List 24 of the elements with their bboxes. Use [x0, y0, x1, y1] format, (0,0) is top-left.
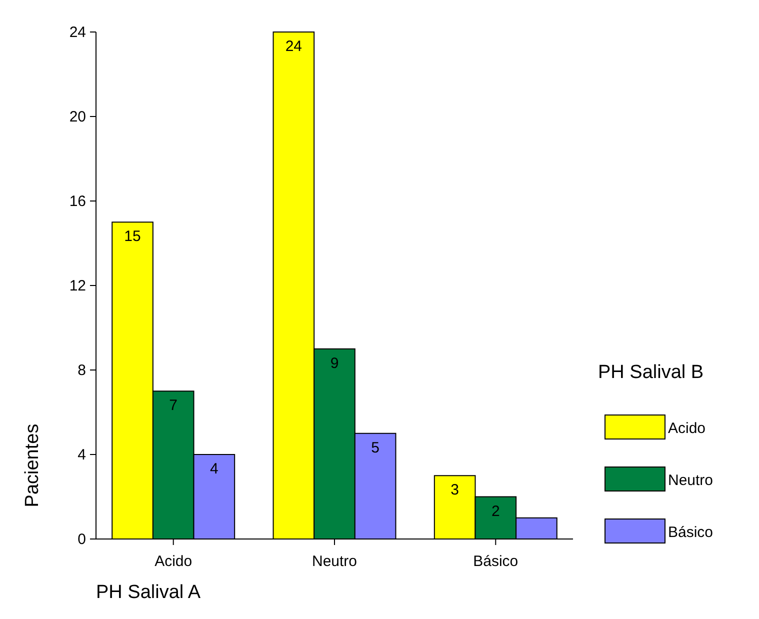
y-tick-label: 20 [69, 108, 86, 126]
y-tick-label: 24 [69, 24, 86, 41]
data-label: 4 [210, 460, 218, 478]
y-axis-title: Pacientes [22, 424, 43, 508]
y-tick-label: 0 [78, 531, 86, 548]
x-tick-label: Acido [154, 553, 192, 570]
legend-label: Básico [668, 524, 714, 541]
data-label: 3 [450, 482, 459, 499]
data-label: 7 [169, 397, 178, 414]
legend-title: PH Salival B [598, 362, 704, 383]
data-label: 5 [371, 439, 380, 456]
data-label: 9 [330, 354, 339, 372]
y-tick-label: 16 [69, 193, 86, 210]
x-tick-label: Neutro [312, 553, 358, 570]
legend-label: Neutro [668, 472, 714, 489]
legend-label: Acido [668, 420, 706, 437]
data-label: 2 [491, 502, 500, 520]
y-tick-label: 8 [78, 362, 86, 379]
x-axis-title: PH Salival A [96, 582, 201, 603]
data-label: 15 [124, 228, 141, 246]
y-tick-label: 4 [78, 446, 86, 464]
y-tick-label: 12 [69, 278, 86, 294]
data-label: 24 [285, 38, 302, 55]
x-tick-label: Básico [473, 553, 518, 570]
